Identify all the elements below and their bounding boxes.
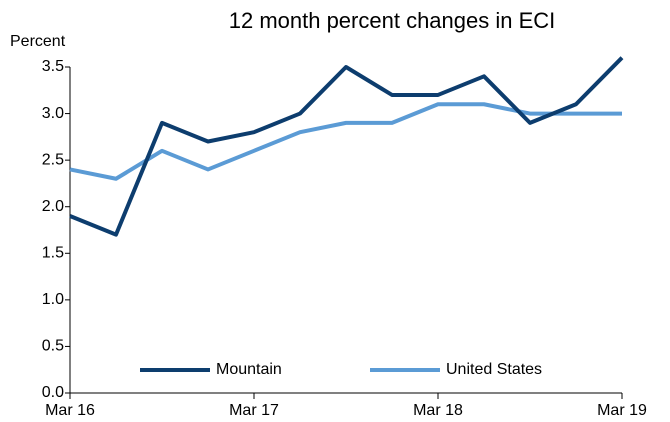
y-tick-label: 0.5 [42, 338, 64, 355]
x-tick-label: Mar 19 [597, 402, 647, 419]
x-tick-label: Mar 16 [45, 402, 95, 419]
legend-label: United States [446, 361, 542, 378]
y-axis-label: Percent [10, 33, 66, 50]
y-tick-label: 0.0 [42, 384, 64, 401]
legend-label: Mountain [216, 361, 282, 378]
y-tick-label: 1.5 [42, 245, 64, 262]
y-tick-label: 3.0 [42, 105, 64, 122]
y-tick-label: 2.0 [42, 198, 64, 215]
series-line [69, 102, 622, 181]
x-tick-label: Mar 17 [229, 402, 279, 419]
y-tick-label: 2.5 [42, 151, 64, 168]
x-tick-label: Mar 18 [413, 402, 463, 419]
chart-title: 12 month percent changes in ECI [229, 8, 556, 33]
y-tick-label: 1.0 [42, 291, 64, 308]
series-line [69, 56, 624, 237]
y-tick-label: 3.5 [42, 58, 64, 75]
